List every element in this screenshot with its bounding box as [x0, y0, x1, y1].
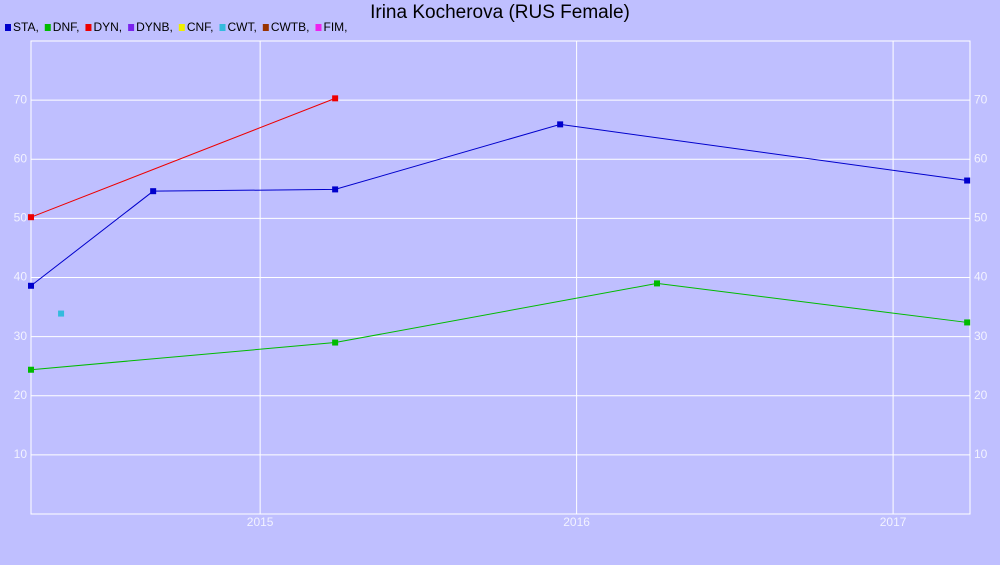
data-point: [964, 319, 971, 326]
y2-tick-label: 20: [974, 388, 988, 402]
data-point: [332, 186, 339, 193]
y2-tick-label: 30: [974, 329, 988, 343]
legend-swatch: [315, 24, 322, 31]
data-point: [150, 188, 157, 195]
y-tick-label: 70: [14, 92, 28, 106]
legend-label: DYN,: [93, 20, 122, 34]
legend-swatch: [262, 24, 269, 31]
y2-tick-label: 70: [974, 92, 988, 106]
legend-label: CWTB,: [271, 20, 310, 34]
data-point: [28, 366, 34, 373]
legend-swatch: [44, 24, 51, 31]
y2-tick-label: 60: [974, 151, 988, 165]
legend-swatch: [219, 24, 226, 31]
legend-swatch: [85, 24, 92, 31]
y-tick-label: 20: [14, 388, 28, 402]
legend-label: CNF,: [187, 20, 214, 34]
series-line: [30, 97, 336, 218]
data-point: [332, 95, 339, 102]
data-point: [557, 121, 564, 128]
data-point: [28, 282, 34, 289]
series-line: [30, 123, 968, 287]
legend-label: FIM,: [323, 20, 347, 34]
legend-swatch: [128, 24, 135, 31]
x-tick-label: 2015: [247, 515, 274, 529]
x-tick-label: 2017: [880, 515, 907, 529]
y-tick-label: 10: [14, 447, 28, 461]
y2-tick-label: 40: [974, 270, 988, 284]
legend-label: CWT,: [227, 20, 256, 34]
x-tick-label: 2016: [563, 515, 590, 529]
y2-tick-label: 10: [974, 447, 988, 461]
legend-label: DNF,: [53, 20, 80, 34]
data-point: [654, 280, 660, 287]
data-point: [28, 214, 34, 221]
data-point: [964, 177, 971, 184]
data-point: [58, 310, 65, 317]
legend-label: STA,: [13, 20, 39, 34]
y-tick-label: 50: [14, 211, 28, 225]
y-tick-label: 30: [14, 329, 28, 343]
legend-swatch: [178, 24, 185, 31]
y2-tick-label: 50: [974, 211, 988, 225]
y-tick-label: 60: [14, 151, 28, 165]
legend-swatch: [5, 24, 11, 31]
chart-title: Irina Kocherova (RUS Female): [370, 2, 630, 23]
series-line: [30, 282, 968, 371]
data-point: [332, 339, 339, 346]
legend-label: DYNB,: [136, 20, 173, 34]
y-tick-label: 40: [14, 270, 28, 284]
